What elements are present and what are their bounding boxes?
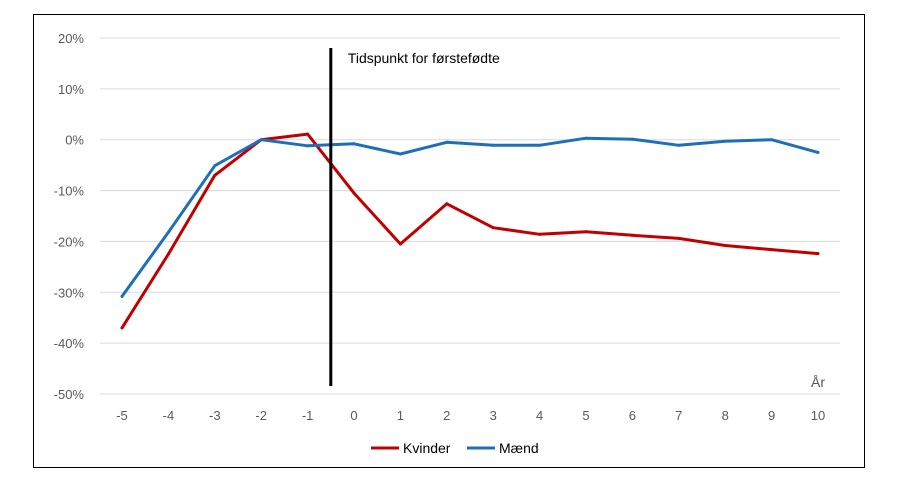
y-tick-label: -30% bbox=[54, 285, 85, 300]
x-tick-label: -1 bbox=[302, 408, 314, 423]
x-axis-tick-labels: -5 -4 -3 -2 -1 0 1 2 3 4 5 6 7 8 9 10 bbox=[116, 408, 825, 423]
data-point bbox=[723, 243, 727, 247]
x-tick-label: -3 bbox=[209, 408, 221, 423]
gridlines bbox=[100, 37, 840, 395]
data-point bbox=[816, 252, 820, 256]
data-point bbox=[677, 236, 681, 240]
data-point bbox=[259, 138, 263, 142]
line-chart: 20% 10% 0% -10% -20% -30% -40% -50% -5 -4 -3 -2 -1 0… bbox=[54, 31, 840, 456]
y-tick-label: -40% bbox=[54, 336, 85, 351]
data-point bbox=[306, 144, 310, 148]
data-point bbox=[213, 164, 217, 168]
series-line-2 bbox=[120, 136, 820, 298]
data-point bbox=[538, 232, 542, 236]
data-point bbox=[630, 233, 634, 237]
data-point bbox=[120, 326, 124, 330]
data-point bbox=[445, 202, 449, 206]
legend-label: Kvinder bbox=[403, 440, 451, 456]
y-axis-tick-labels: 20% 10% 0% -10% -20% -30% -40% -50% bbox=[54, 31, 85, 402]
data-point bbox=[816, 150, 820, 154]
x-tick-label: 7 bbox=[675, 408, 682, 423]
x-tick-label: -4 bbox=[163, 408, 175, 423]
x-tick-label: -5 bbox=[116, 408, 128, 423]
data-point bbox=[538, 143, 542, 147]
x-tick-label: 5 bbox=[582, 408, 589, 423]
data-point bbox=[491, 226, 495, 230]
x-tick-label: 0 bbox=[350, 408, 357, 423]
y-tick-label: 20% bbox=[58, 31, 84, 46]
data-point bbox=[398, 152, 402, 156]
series-lines bbox=[120, 132, 820, 330]
y-tick-label: 10% bbox=[58, 82, 84, 97]
data-point bbox=[166, 252, 170, 256]
x-axis-unit-label: År bbox=[811, 374, 825, 390]
y-tick-label: -50% bbox=[54, 387, 85, 402]
data-point bbox=[398, 242, 402, 246]
data-point bbox=[213, 173, 217, 177]
data-point bbox=[491, 143, 495, 147]
x-tick-label: 6 bbox=[629, 408, 636, 423]
data-point bbox=[166, 230, 170, 234]
data-point bbox=[306, 132, 310, 136]
x-tick-label: 1 bbox=[397, 408, 404, 423]
data-point bbox=[723, 139, 727, 143]
x-tick-label: -2 bbox=[255, 408, 267, 423]
data-point bbox=[445, 140, 449, 144]
y-tick-label: -10% bbox=[54, 184, 85, 199]
data-point bbox=[352, 142, 356, 146]
y-tick-label: -20% bbox=[54, 234, 85, 249]
data-point bbox=[770, 248, 774, 252]
y-tick-label: 0% bbox=[65, 133, 84, 148]
data-point bbox=[584, 136, 588, 140]
x-tick-label: 3 bbox=[490, 408, 497, 423]
x-tick-label: 2 bbox=[443, 408, 450, 423]
data-point bbox=[584, 230, 588, 234]
legend-label: Mænd bbox=[499, 440, 539, 456]
data-point bbox=[770, 138, 774, 142]
x-tick-label: 10 bbox=[811, 408, 825, 423]
data-point bbox=[352, 191, 356, 195]
x-tick-label: 4 bbox=[536, 408, 543, 423]
event-marker-label: Tidspunkt for førstefødte bbox=[348, 50, 500, 66]
data-point bbox=[630, 137, 634, 141]
x-tick-label: 8 bbox=[722, 408, 729, 423]
x-tick-label: 9 bbox=[768, 408, 775, 423]
data-point bbox=[677, 143, 681, 147]
chart-frame: 20% 10% 0% -10% -20% -30% -40% -50% -5 -4 -3 -2 -1 0… bbox=[33, 14, 865, 468]
legend: Kvinder Mænd bbox=[371, 440, 539, 456]
series-line-1 bbox=[120, 132, 820, 330]
data-point bbox=[120, 294, 124, 298]
